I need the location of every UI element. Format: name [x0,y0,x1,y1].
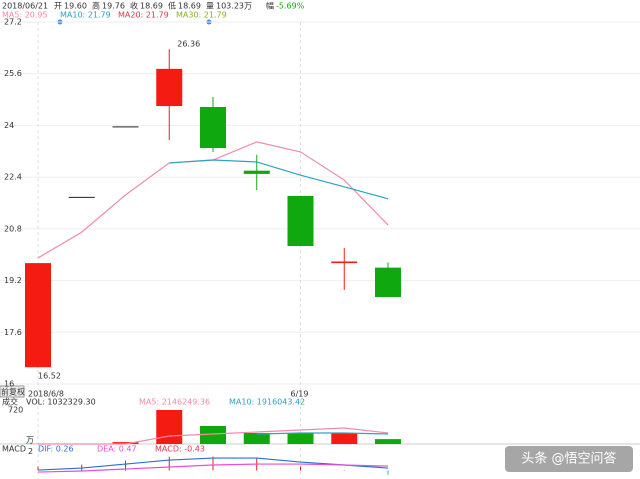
y-tick-label: 25.6 [4,69,22,78]
candle-body [156,68,183,107]
legend-entry: MA10: 21.79 [60,11,111,20]
candle-body [331,261,358,264]
adjust-label: 前复权 [1,387,25,397]
y-tick-label: 16 [4,380,14,389]
volume-bar [156,410,183,444]
header-field-value: 18.69 [140,2,163,11]
adjust-box [0,385,25,398]
candle-body [200,107,226,149]
volume-bar [331,432,358,444]
ma-line [169,159,389,200]
candle-body [25,263,51,368]
header-field-label: 收 [130,1,138,11]
legend-entry: MA5: 20.95 [2,11,48,20]
macd-legend: DEA: 0.47 [97,445,137,454]
watermark: 头条 @悟空问答 [521,451,616,467]
watermark-box [505,446,633,472]
candle-body [68,196,95,198]
header-field-value: -5.69% [276,2,305,11]
volume-legend: MA10: 1916043.42 [229,398,305,407]
legend-entry: MA20: 21.79 [118,11,169,20]
header-field-value: 18.69 [178,2,201,11]
annotation: 16.52 [38,372,61,381]
dea-line [37,463,389,473]
y-tick-label: 19.2 [4,276,22,285]
header-field-value: 19.76 [102,2,125,11]
macd-legend: MACD: -0.43 [155,445,205,454]
volume-legend: MA5: 2146249.36 [139,398,210,407]
macd-y-tick: 2 [28,447,33,456]
y-tick-label: 17.6 [4,328,22,337]
y-tick-label: 22.4 [4,173,22,182]
header-date: 2018/06/21 [2,2,48,11]
header-field-label: 低 [168,1,176,11]
header-field-label: 幅 [266,1,274,11]
macd-legend: DIF: 0.26 [38,445,74,454]
dif-line [37,457,389,471]
volume-bar [375,439,401,444]
annotation: 26.36 [177,40,200,49]
y-tick-label: 20.8 [4,224,22,233]
candle-body [112,126,139,128]
header-field-value: 19.60 [64,2,87,11]
y-tick-label: 27.2 [4,18,22,27]
candle-body [375,267,401,298]
volume-bar [200,426,226,444]
volume-bar [287,432,314,444]
legend-entry: MA30: 21.79 [176,11,227,20]
header-field-label: 量 [206,2,214,11]
y-tick-label: 24 [4,121,14,130]
header-field-label: 开 [54,2,62,11]
macd-title: MACD [2,445,26,454]
volume-ma-line [256,432,389,435]
volume-bar [243,432,270,444]
x-tick-label: 2018/6/8 [28,390,64,399]
volume-ma-line [38,427,389,445]
candle-body [243,170,270,174]
volume-title: 成交 [2,397,18,407]
candle-body [287,195,314,246]
x-tick-label: 6/19 [291,390,309,399]
volume-unit: 万 [26,436,34,445]
header-field-value: 103.23万 [216,2,252,11]
volume-legend: VOL: 1032329.30 [26,398,96,407]
volume-bar [112,442,139,444]
volume-y-tick: 720 [8,406,23,415]
header-field-label: 高 [92,1,100,11]
